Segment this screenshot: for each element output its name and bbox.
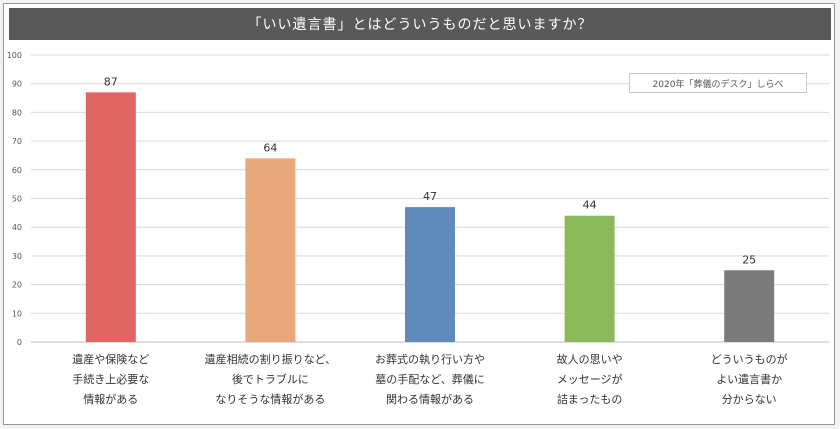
x-tick-label-line: 故人の思いや <box>556 353 623 366</box>
x-tick-label: 故人の思いや メッセージが 詰まったもの <box>515 350 665 410</box>
data-label: 25 <box>742 253 756 266</box>
x-tick-label: お葬式の執り行い方や 墓の手配など、葬儀に 関わる情報がある <box>355 350 505 410</box>
y-tick-label: 50 <box>12 195 22 204</box>
x-tick-label-line: お葬式の執り行い方や <box>375 353 485 366</box>
x-tick-label: 遺産や保険など 手続き上必要な 情報がある <box>36 350 186 410</box>
data-label: 87 <box>104 75 118 88</box>
bar <box>724 270 775 342</box>
x-tick-label-line: どういうものが <box>710 353 788 366</box>
x-tick-label-line: 詰まったもの <box>556 393 623 406</box>
y-tick-label: 70 <box>12 137 22 146</box>
y-tick-label: 60 <box>12 166 22 175</box>
x-tick-label-line: メッセージが <box>556 373 623 386</box>
x-tick-label-line: 墓の手配など、葬儀に <box>375 373 485 386</box>
bar <box>245 158 296 342</box>
bar <box>564 215 615 342</box>
y-tick-label: 20 <box>12 281 22 290</box>
data-label: 64 <box>263 141 277 154</box>
x-tick-label-line: 分からない <box>721 393 777 406</box>
x-tick-label-line: 遺産や保険など <box>72 353 150 366</box>
x-tick-label-line: 関わる情報がある <box>386 393 474 406</box>
x-tick-label-line: 遺産相続の割り振りなど、 <box>204 353 337 366</box>
bar <box>85 92 136 342</box>
x-tick-label: 遺産相続の割り振りなど、 後でトラブルになりそうな情報がある <box>195 350 345 410</box>
x-tick-label-line: 手続き上必要な <box>72 373 150 386</box>
y-tick-label: 40 <box>12 223 22 232</box>
chart-title-bar: 「いい遺言書」とはどういうものだと思いますか？ <box>9 8 831 40</box>
chart-title: 「いい遺言書」とはどういうものだと思いますか？ <box>247 17 593 33</box>
bar <box>405 207 455 342</box>
y-tick-label: 30 <box>12 252 22 261</box>
data-label: 44 <box>583 199 597 212</box>
source-note: 2020年「葬儀のデスク」しらべ <box>629 73 807 93</box>
x-tick-label-line: 後でトラブルに <box>231 373 309 386</box>
x-tick-label-line: よい遺言書か <box>716 373 783 386</box>
data-label: 47 <box>423 190 437 203</box>
x-tick-label-line: 情報がある <box>83 393 139 406</box>
x-tick-label: どういうものが よい遺言書か 分からない <box>674 350 824 410</box>
y-tick-label: 90 <box>12 80 22 89</box>
y-tick-label: 80 <box>12 108 22 117</box>
y-tick-label: 10 <box>12 309 22 318</box>
x-tick-label-line: なりそうな情報がある <box>215 393 326 406</box>
y-tick-label: 0 <box>17 338 22 347</box>
y-tick-label: 100 <box>7 51 22 60</box>
